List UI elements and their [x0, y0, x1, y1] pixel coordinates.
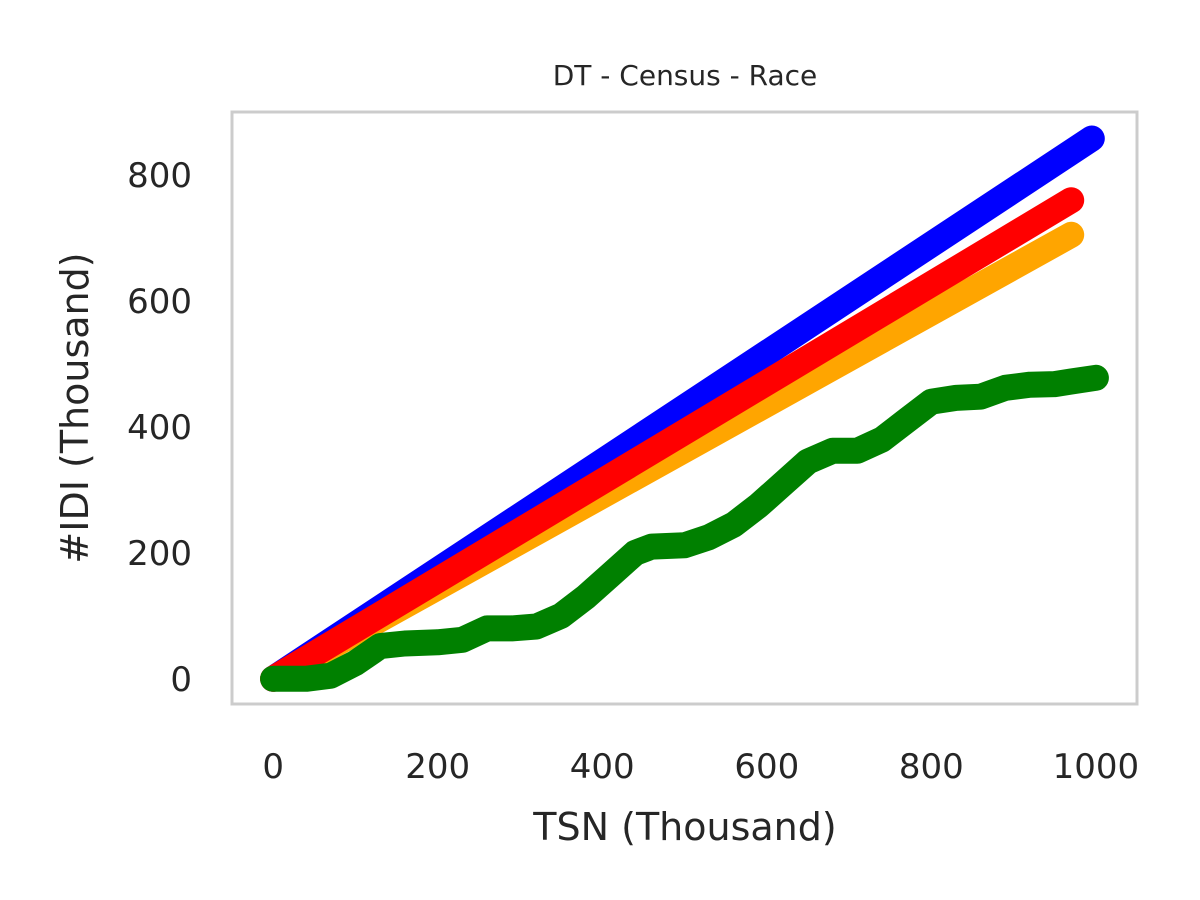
plot-frame — [230, 110, 1139, 706]
series-line-4 — [260, 364, 1109, 692]
y-tick-label: 400 — [127, 408, 192, 448]
y-tick-label: 200 — [127, 534, 192, 574]
x-tick-labels: 0 200 400 600 800 1000 — [262, 747, 1139, 787]
x-axis-label: TSN (Thousand) — [532, 805, 836, 849]
y-tick-labels: 0 200 400 600 800 — [127, 156, 192, 700]
x-tick-label: 800 — [899, 747, 964, 787]
series-line-3 — [260, 187, 1085, 692]
series-layer — [260, 125, 1109, 692]
y-tick-label: 800 — [127, 156, 192, 196]
x-tick-label: 0 — [262, 747, 284, 787]
y-tick-label: 600 — [127, 282, 192, 322]
y-axis-label: #IDI (Thousand) — [53, 252, 97, 563]
y-tick-label: 0 — [170, 660, 192, 700]
chart-title: DT - Census - Race — [553, 59, 818, 92]
x-tick-label: 200 — [405, 747, 470, 787]
x-tick-label: 600 — [734, 747, 799, 787]
x-tick-label: 1000 — [1053, 747, 1140, 787]
x-tick-label: 400 — [570, 747, 635, 787]
